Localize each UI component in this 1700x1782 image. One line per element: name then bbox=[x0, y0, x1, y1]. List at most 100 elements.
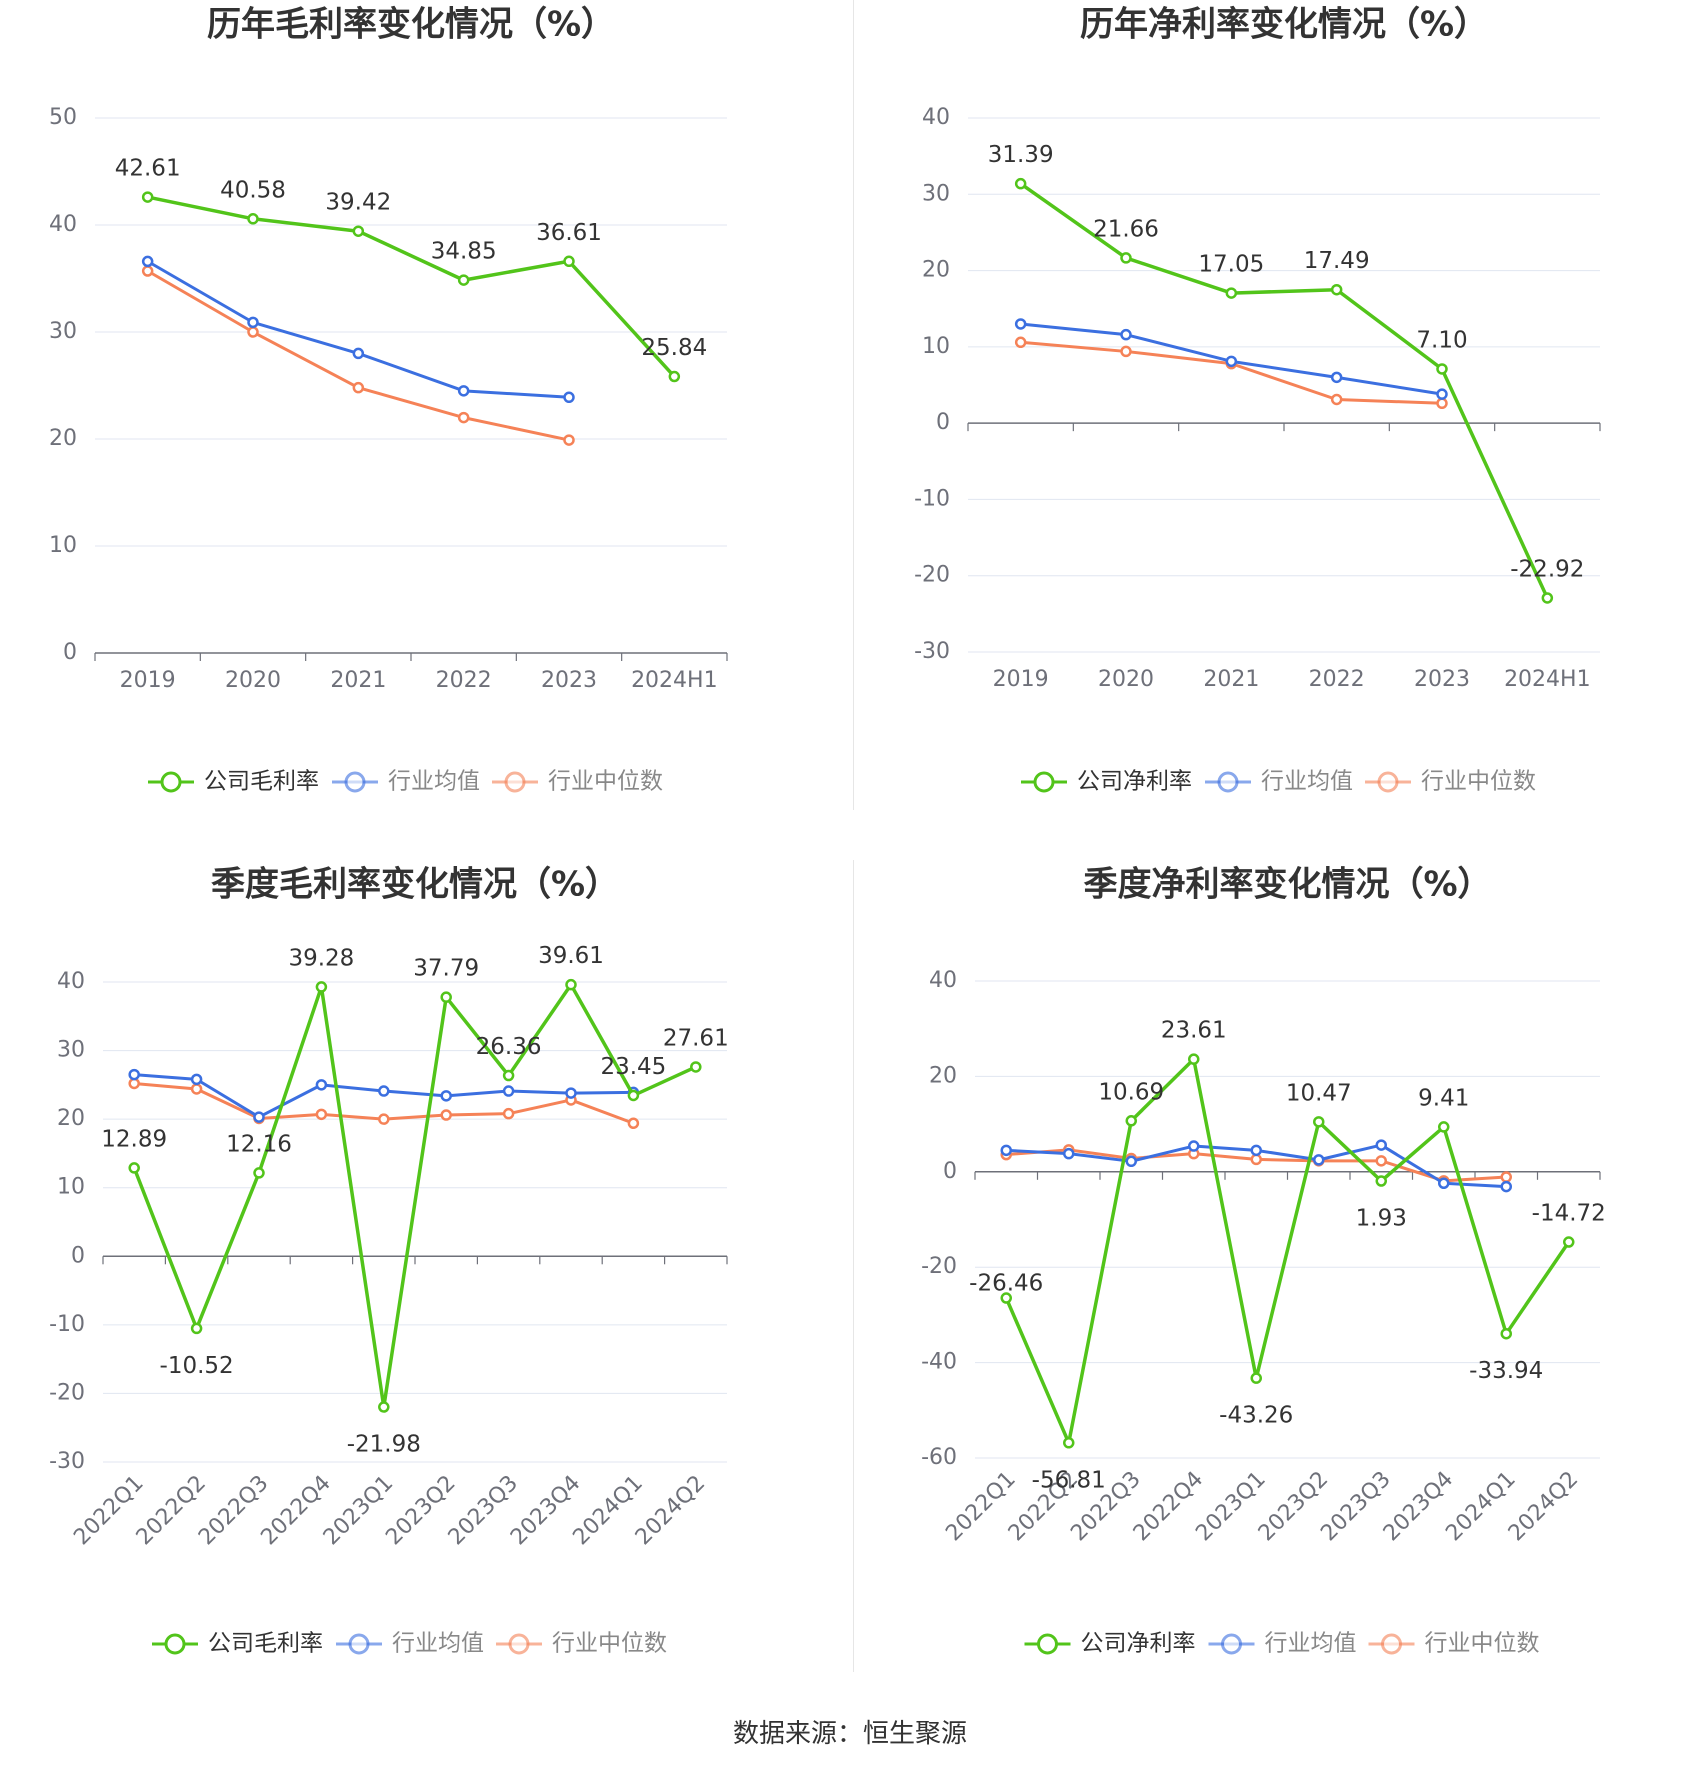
y-tick-label: 0 bbox=[943, 1159, 957, 1184]
data-point-company bbox=[378, 1401, 390, 1413]
x-tick-label: 2022 bbox=[436, 668, 492, 693]
data-point-avg bbox=[1313, 1154, 1325, 1166]
y-tick-label: 30 bbox=[922, 181, 950, 206]
data-point-avg bbox=[1063, 1147, 1075, 1160]
legend-item: 行业中位数 bbox=[492, 769, 663, 795]
x-tick-label: 2022 bbox=[1309, 667, 1365, 692]
data-label: 10.69 bbox=[1098, 1079, 1164, 1105]
series-line-company bbox=[132, 982, 697, 1409]
x-tick-label: 2019 bbox=[993, 667, 1049, 692]
legend-item: 公司净利率 bbox=[1021, 769, 1192, 795]
data-point-company bbox=[1014, 177, 1027, 190]
data-point-company bbox=[352, 225, 365, 237]
data-point-median bbox=[440, 1109, 452, 1121]
x-tick-label: 2024Q2 bbox=[631, 1471, 710, 1550]
data-label: 17.49 bbox=[1304, 248, 1370, 274]
series-line-avg bbox=[146, 260, 570, 399]
chart-panel-3: 季度毛利率变化情况（%）-30-20-100102030402022Q12022… bbox=[49, 865, 729, 1657]
data-point-avg bbox=[440, 1090, 452, 1102]
y-tick-label: 0 bbox=[71, 1243, 85, 1268]
chart-title: 历年毛利率变化情况（%） bbox=[207, 5, 615, 45]
x-tick-label: 2023 bbox=[541, 668, 597, 693]
data-point-median bbox=[457, 411, 470, 424]
legend-item: 公司净利率 bbox=[1024, 1631, 1196, 1657]
y-tick-label: 40 bbox=[57, 969, 85, 994]
chart-panel-1: 历年毛利率变化情况（%） 0 10 20 30 40 50 2019 2020 2021 2022 2… bbox=[49, 5, 728, 795]
data-point-avg bbox=[253, 1111, 265, 1123]
data-point-company bbox=[1188, 1053, 1200, 1065]
data-point-company bbox=[1063, 1437, 1075, 1449]
legend-item: 行业中位数 bbox=[1368, 1631, 1540, 1657]
data-point-median bbox=[1330, 393, 1343, 406]
data-point-median bbox=[1500, 1171, 1512, 1183]
y-tick-label: -10 bbox=[49, 1312, 85, 1337]
data-point-median bbox=[502, 1107, 515, 1120]
data-point-company bbox=[190, 1322, 203, 1335]
data-point-avg bbox=[141, 255, 154, 268]
data-point-median bbox=[247, 326, 259, 338]
legend-marker bbox=[1221, 1633, 1242, 1655]
data-point-avg bbox=[315, 1079, 328, 1091]
data-label: 17.05 bbox=[1198, 252, 1264, 278]
data-point-company bbox=[1250, 1372, 1262, 1384]
legend-label: 公司净利率 bbox=[1081, 1631, 1196, 1657]
data-point-company bbox=[565, 978, 577, 991]
data-label: -43.26 bbox=[1219, 1403, 1293, 1429]
chart-title: 历年净利率变化情况（%） bbox=[1080, 5, 1488, 45]
y-tick-label: 40 bbox=[929, 968, 957, 993]
chart-panel-4: 季度净利率变化情况（%）-60-40-20020402022Q12022Q220… bbox=[921, 865, 1606, 1657]
legend-item: 行业均值 bbox=[332, 769, 480, 795]
legend-label: 公司净利率 bbox=[1077, 769, 1192, 795]
series-line-company bbox=[1004, 1057, 1571, 1445]
data-point-avg bbox=[352, 347, 365, 360]
legend-label: 公司毛利率 bbox=[204, 769, 319, 795]
data-point-median bbox=[563, 434, 575, 446]
legend-marker bbox=[160, 771, 182, 793]
y-tick-label: 30 bbox=[57, 1038, 85, 1063]
y-tick-label: 50 bbox=[49, 105, 77, 130]
legend-label: 行业中位数 bbox=[548, 769, 663, 795]
data-label: 7.10 bbox=[1416, 327, 1467, 353]
data-point-company bbox=[668, 370, 681, 383]
data-point-company bbox=[1563, 1236, 1575, 1248]
y-tick-label: -40 bbox=[921, 1350, 957, 1375]
data-point-company bbox=[1330, 283, 1343, 296]
x-tick-label: 2020 bbox=[225, 668, 281, 693]
legend-label: 行业中位数 bbox=[1421, 769, 1536, 795]
legend-item: 行业均值 bbox=[1208, 1631, 1357, 1657]
y-tick-label: -30 bbox=[914, 639, 950, 664]
x-tick-label: 2021 bbox=[330, 668, 386, 693]
legend-label: 行业均值 bbox=[1265, 1631, 1357, 1657]
data-label: 39.61 bbox=[538, 943, 604, 969]
data-label: 9.41 bbox=[1418, 1085, 1469, 1111]
data-point-avg bbox=[563, 391, 575, 404]
data-label: 42.61 bbox=[115, 156, 181, 182]
y-tick-label: 40 bbox=[922, 105, 950, 130]
data-point-company bbox=[1541, 592, 1554, 604]
data-point-median bbox=[141, 265, 154, 277]
legend-item: 公司毛利率 bbox=[148, 769, 319, 795]
y-tick-label: 10 bbox=[57, 1175, 85, 1200]
data-point-company bbox=[1225, 287, 1238, 299]
legend-item: 行业中位数 bbox=[496, 1631, 667, 1657]
data-label: 37.79 bbox=[413, 956, 479, 982]
legend-label: 行业中位数 bbox=[552, 1631, 667, 1657]
legend-marker bbox=[1381, 1633, 1402, 1655]
legend-marker bbox=[1377, 771, 1399, 793]
data-point-avg bbox=[128, 1068, 140, 1081]
legend-marker bbox=[348, 1633, 370, 1655]
data-point-company bbox=[1120, 252, 1132, 264]
legend-label: 公司毛利率 bbox=[208, 1631, 323, 1657]
vertical-divider-bottom bbox=[853, 860, 854, 1672]
data-point-company bbox=[563, 255, 575, 268]
data-point-avg bbox=[1436, 388, 1448, 400]
data-point-company bbox=[1313, 1116, 1325, 1128]
legend-item: 行业均值 bbox=[1205, 769, 1353, 795]
data-point-avg bbox=[1438, 1177, 1450, 1189]
data-point-company bbox=[690, 1061, 702, 1073]
y-tick-label: -20 bbox=[49, 1380, 85, 1405]
data-point-avg bbox=[1125, 1155, 1137, 1168]
y-tick-label: 0 bbox=[63, 640, 77, 665]
data-point-company bbox=[1125, 1115, 1137, 1127]
